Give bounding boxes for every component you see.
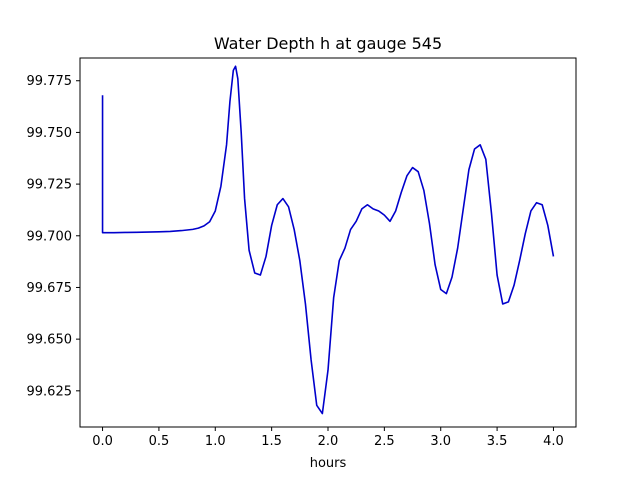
x-tick-label: 3.0 (430, 434, 451, 449)
x-tick-label: 0.0 (92, 434, 113, 449)
y-tick-label: 99.775 (27, 74, 73, 89)
x-tick-label: 1.5 (261, 434, 282, 449)
x-tick-label: 3.5 (487, 434, 508, 449)
x-tick-label: 2.0 (318, 434, 339, 449)
y-tick-label: 99.650 (27, 333, 73, 348)
y-tick-label: 99.700 (27, 229, 73, 244)
y-tick-label: 99.725 (27, 178, 73, 193)
y-tick-label: 99.675 (27, 281, 73, 296)
x-tick-label: 4.0 (543, 434, 564, 449)
y-tick-label: 99.750 (27, 126, 73, 141)
y-tick-label: 99.625 (27, 384, 73, 399)
x-tick-label: 0.5 (149, 434, 170, 449)
series-line-0 (101, 65, 555, 415)
x-tick-label: 2.5 (374, 434, 395, 449)
chart-title: Water Depth h at gauge 545 (214, 34, 442, 53)
x-tick-label: 1.0 (205, 434, 226, 449)
plot-area: 0.0 0.5 1.0 1.5 2.0 2.5 3.0 3.5 4.0 99.625 99.650 9… (27, 57, 577, 449)
x-axis-label: hours (310, 456, 347, 471)
